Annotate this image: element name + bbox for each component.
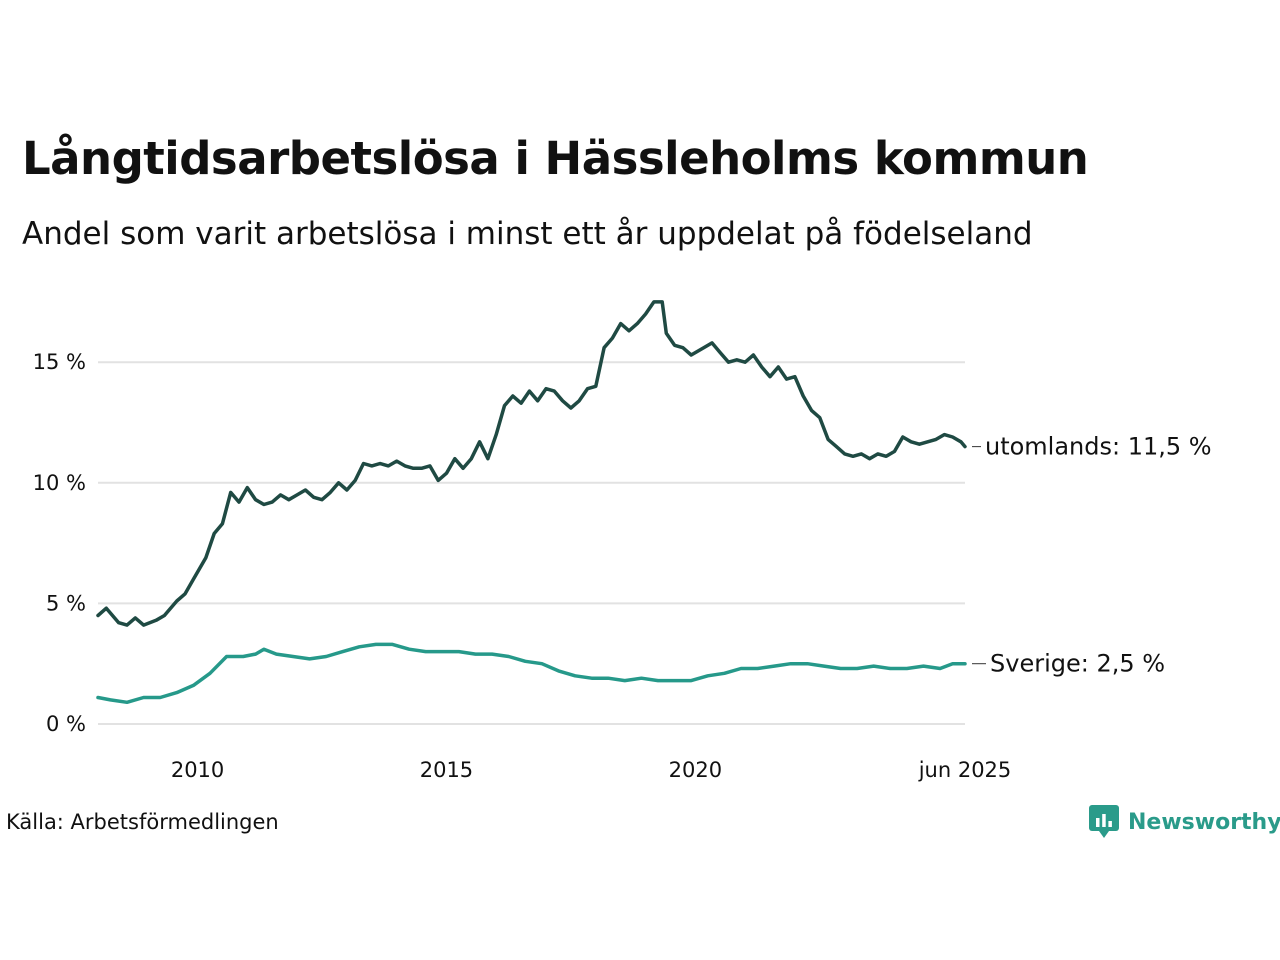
y-tick-label: 0 %	[46, 712, 86, 736]
newsworthy-logo-icon	[1089, 805, 1119, 838]
series-line-sverige	[96, 642, 967, 705]
end-label-utomlands: utomlands: 11,5 %	[985, 433, 1212, 461]
y-tick-label: 15 %	[33, 350, 86, 374]
x-tick-label: 2010	[171, 758, 224, 782]
y-tick-label: 5 %	[46, 591, 86, 615]
x-tick-label: 2020	[669, 758, 722, 782]
x-axis-ticks: 2010 2015 2020 jun 2025	[171, 758, 1011, 782]
line-chart: 0 % 5 % 10 % 15 % 2010 2015 2020 jun 2025 utom…	[33, 300, 1212, 782]
series-lines	[96, 300, 967, 705]
end-label-sverige: Sverige: 2,5 %	[990, 650, 1165, 678]
y-axis-ticks: 0 % 5 % 10 % 15 %	[33, 350, 86, 736]
y-tick-label: 10 %	[33, 471, 86, 495]
x-tick-label: 2015	[420, 758, 473, 782]
gridlines	[98, 361, 965, 725]
chart-subtitle: Andel som varit arbetslösa i minst ett å…	[22, 216, 1033, 252]
series-line-utomlands	[96, 300, 967, 627]
brand-logo: Newsworthy	[1088, 804, 1280, 840]
chart-title: Långtidsarbetslösa i Hässleholms kommun	[22, 132, 1089, 185]
source-note: Källa: Arbetsförmedlingen	[6, 810, 279, 834]
brand-name: Newsworthy	[1128, 809, 1280, 835]
end-labels: utomlands: 11,5 % Sverige: 2,5 %	[972, 433, 1212, 678]
x-tick-label: jun 2025	[918, 758, 1012, 782]
